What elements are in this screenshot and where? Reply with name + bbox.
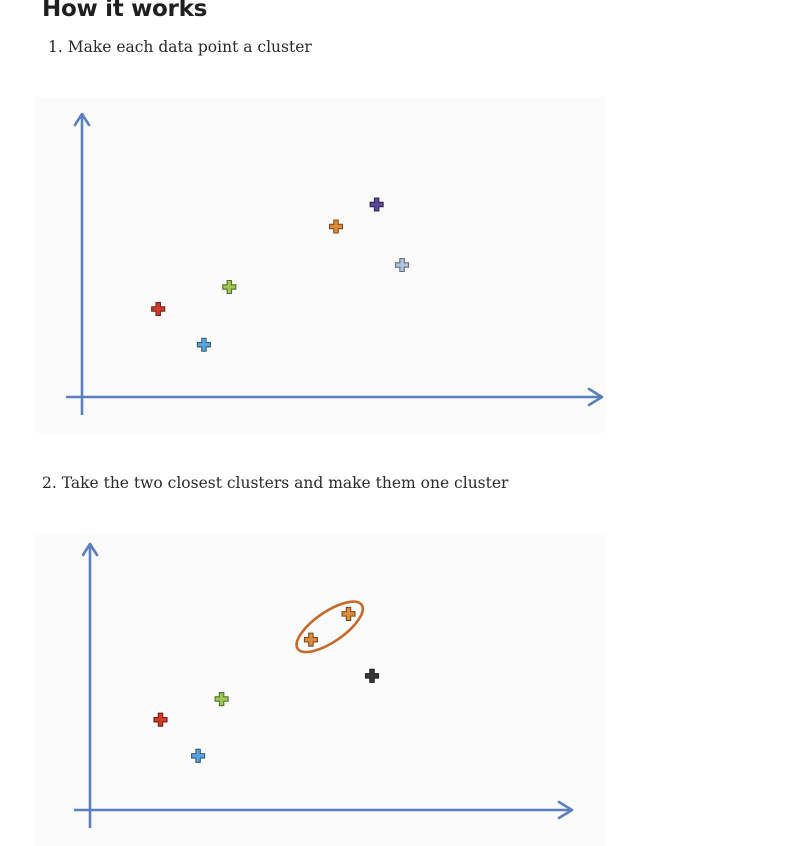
data-point-plus-marker xyxy=(341,606,356,621)
y-axis-arrowhead xyxy=(73,112,91,127)
page-heading: How it works xyxy=(42,0,207,22)
y-axis-arrowhead xyxy=(81,542,99,557)
data-point-plus-marker xyxy=(222,279,237,295)
data-point-plus-marker xyxy=(214,692,229,707)
step-2-text: 2. Take the two closest clusters and mak… xyxy=(42,474,509,492)
x-axis-arrowhead xyxy=(587,387,604,407)
data-point-plus-marker xyxy=(394,257,410,273)
data-point-plus-marker xyxy=(196,337,211,352)
scatter-figure-1 xyxy=(34,97,606,433)
data-point-plus-marker xyxy=(153,712,168,727)
data-point-plus-marker xyxy=(303,632,318,647)
data-point-plus-marker xyxy=(328,219,344,234)
cluster-ring xyxy=(295,600,365,654)
data-point-plus-marker xyxy=(364,668,380,683)
x-axis-arrowhead xyxy=(557,800,574,820)
step-1-text: 1. Make each data point a cluster xyxy=(48,38,312,56)
data-point-plus-marker xyxy=(369,197,384,212)
data-point-plus-marker xyxy=(191,748,206,763)
scatter-figure-2 xyxy=(34,533,606,846)
data-point-plus-marker xyxy=(151,301,166,317)
